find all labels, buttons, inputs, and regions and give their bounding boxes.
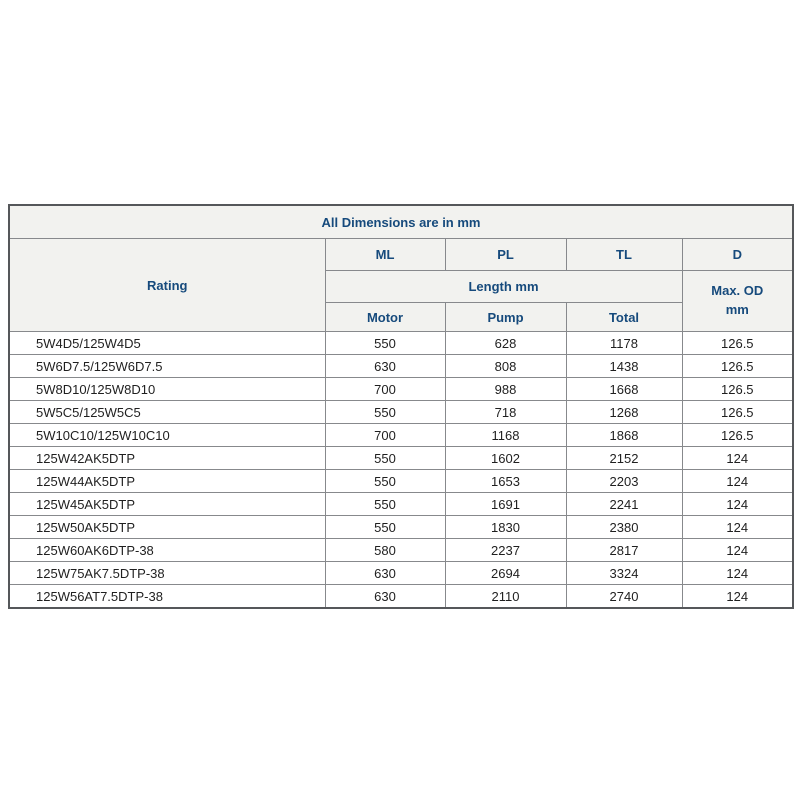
column-header-tl: TL: [565, 238, 683, 271]
rating-value: 125W56AT7.5DTP-38: [8, 584, 326, 609]
table-row: 5W8D10/125W8D10 700 988 1668 126.5: [8, 377, 794, 401]
total-length-value: 2152: [565, 446, 683, 470]
max-od-value: 126.5: [681, 423, 794, 447]
table-title: All Dimensions are in mm: [8, 204, 794, 239]
max-od-value: 124: [681, 469, 794, 493]
motor-length-value: 630: [324, 354, 446, 378]
column-header-total: Total: [565, 302, 683, 332]
pump-length-value: 1602: [444, 446, 567, 470]
rating-value: 5W5C5/125W5C5: [8, 400, 326, 424]
max-od-value: 126.5: [681, 400, 794, 424]
max-od-value: 126.5: [681, 377, 794, 401]
max-od-value: 126.5: [681, 331, 794, 355]
rating-value: 125W44AK5DTP: [8, 469, 326, 493]
motor-length-value: 550: [324, 331, 446, 355]
column-header-d: D: [681, 238, 794, 271]
max-od-unit: mm: [725, 302, 749, 317]
max-od-value: 126.5: [681, 354, 794, 378]
rating-value: 5W8D10/125W8D10: [8, 377, 326, 401]
table-row: 5W4D5/125W4D5 550 628 1178 126.5: [8, 331, 794, 355]
total-length-value: 2740: [565, 584, 683, 609]
total-length-value: 2817: [565, 538, 683, 562]
total-length-value: 1868: [565, 423, 683, 447]
table-row: 125W60AK6DTP-38 580 2237 2817 124: [8, 538, 794, 562]
pump-length-value: 2237: [444, 538, 567, 562]
total-length-value: 2203: [565, 469, 683, 493]
max-od-value: 124: [681, 561, 794, 585]
rating-value: 125W50AK5DTP: [8, 515, 326, 539]
total-length-value: 2380: [565, 515, 683, 539]
table-row: 125W56AT7.5DTP-38 630 2110 2740 124: [8, 584, 794, 609]
table-row: 125W42AK5DTP 550 1602 2152 124: [8, 446, 794, 470]
motor-length-value: 630: [324, 584, 446, 609]
column-header-max-od: Max. OD mm: [681, 270, 794, 332]
motor-length-value: 550: [324, 400, 446, 424]
pump-length-value: 808: [444, 354, 567, 378]
column-group-length: Length mm: [324, 270, 683, 303]
motor-length-value: 550: [324, 469, 446, 493]
column-header-pl: PL: [444, 238, 567, 271]
max-od-value: 124: [681, 538, 794, 562]
rating-value: 125W75AK7.5DTP-38: [8, 561, 326, 585]
pump-length-value: 1653: [444, 469, 567, 493]
column-header-pump: Pump: [444, 302, 567, 332]
total-length-value: 1438: [565, 354, 683, 378]
total-length-value: 1268: [565, 400, 683, 424]
pump-length-value: 628: [444, 331, 567, 355]
motor-length-value: 550: [324, 492, 446, 516]
column-header-ml: ML: [324, 238, 446, 271]
table-row: 5W5C5/125W5C5 550 718 1268 126.5: [8, 400, 794, 424]
motor-length-value: 550: [324, 446, 446, 470]
table-row: 5W10C10/125W10C10 700 1168 1868 126.5: [8, 423, 794, 447]
pump-length-value: 1168: [444, 423, 567, 447]
rating-value: 5W10C10/125W10C10: [8, 423, 326, 447]
dimensions-table: All Dimensions are in mm Rating ML PL TL…: [8, 204, 795, 609]
table-row: 125W45AK5DTP 550 1691 2241 124: [8, 492, 794, 516]
rating-value: 125W45AK5DTP: [8, 492, 326, 516]
column-header-rating: Rating: [8, 238, 326, 332]
total-length-value: 1178: [565, 331, 683, 355]
motor-length-value: 700: [324, 423, 446, 447]
max-od-label: Max. OD: [711, 283, 764, 299]
pump-length-value: 988: [444, 377, 567, 401]
motor-length-value: 630: [324, 561, 446, 585]
max-od-value: 124: [681, 515, 794, 539]
table-row: 125W50AK5DTP 550 1830 2380 124: [8, 515, 794, 539]
max-od-value: 124: [681, 446, 794, 470]
total-length-value: 2241: [565, 492, 683, 516]
total-length-value: 1668: [565, 377, 683, 401]
rating-value: 5W4D5/125W4D5: [8, 331, 326, 355]
pump-length-value: 1830: [444, 515, 567, 539]
rating-value: 125W60AK6DTP-38: [8, 538, 326, 562]
rating-value: 125W42AK5DTP: [8, 446, 326, 470]
total-length-value: 3324: [565, 561, 683, 585]
motor-length-value: 550: [324, 515, 446, 539]
table-row: 125W75AK7.5DTP-38 630 2694 3324 124: [8, 561, 794, 585]
pump-length-value: 2694: [444, 561, 567, 585]
table-row: 125W44AK5DTP 550 1653 2203 124: [8, 469, 794, 493]
motor-length-value: 700: [324, 377, 446, 401]
pump-length-value: 2110: [444, 584, 567, 609]
column-header-motor: Motor: [324, 302, 446, 332]
motor-length-value: 580: [324, 538, 446, 562]
table-row: 5W6D7.5/125W6D7.5 630 808 1438 126.5: [8, 354, 794, 378]
max-od-value: 124: [681, 492, 794, 516]
pump-length-value: 1691: [444, 492, 567, 516]
rating-value: 5W6D7.5/125W6D7.5: [8, 354, 326, 378]
pump-length-value: 718: [444, 400, 567, 424]
max-od-value: 124: [681, 584, 794, 609]
